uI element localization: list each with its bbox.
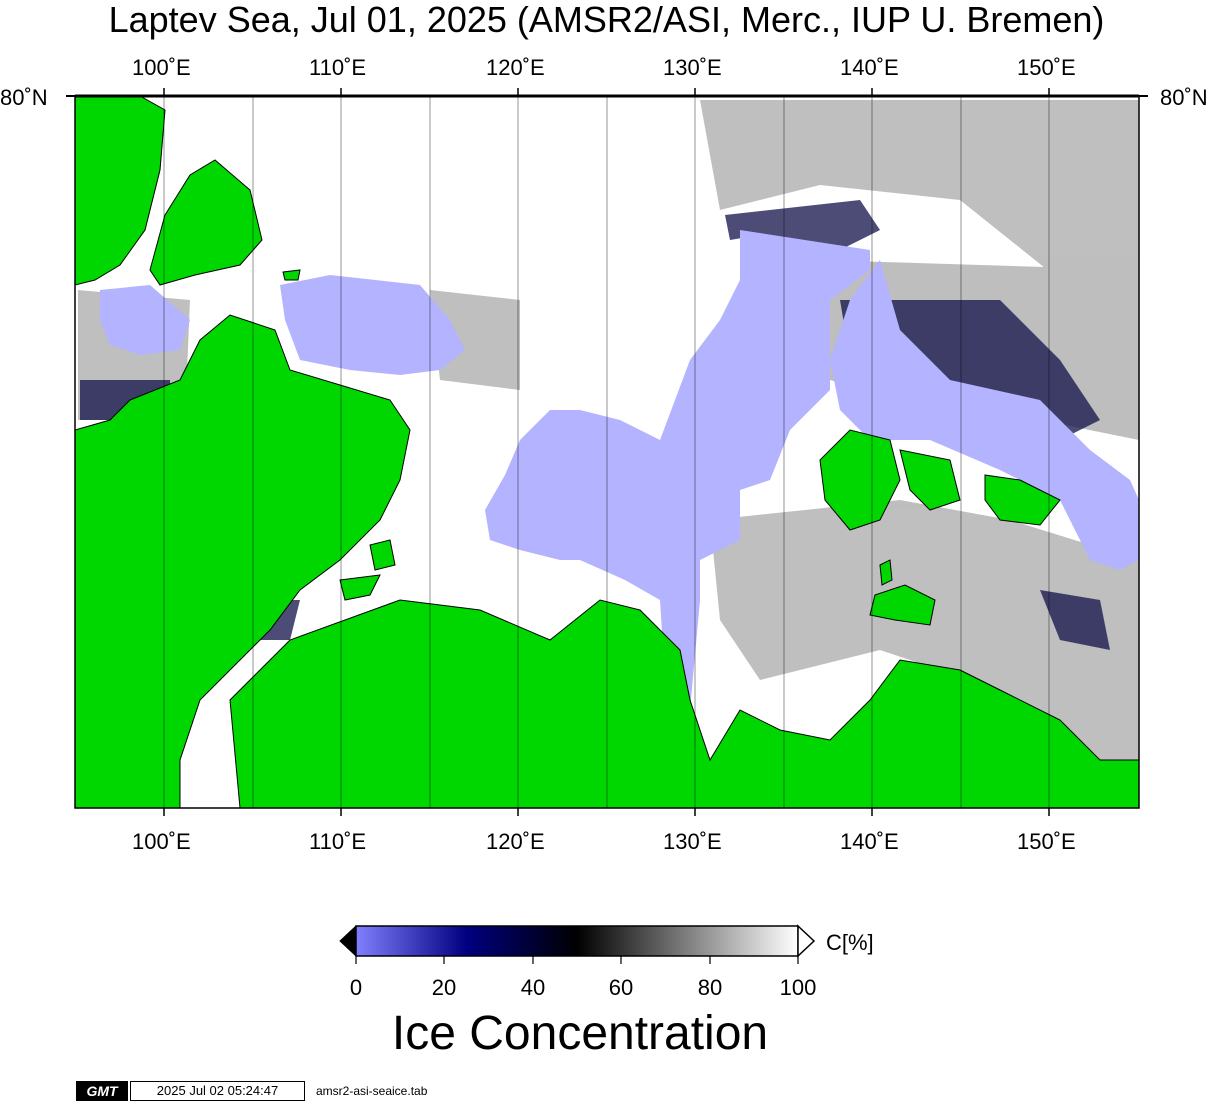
colorbar-ticks xyxy=(355,956,799,964)
colorbar-tick-label: 40 xyxy=(520,975,546,1000)
meridian-lines xyxy=(163,96,1050,808)
lon-ticks-top xyxy=(163,88,1050,96)
lon-ticks-bottom xyxy=(163,808,1050,816)
lon-label-bottom-120: 120˚E xyxy=(486,829,545,854)
lon-label-top-130: 130˚E xyxy=(663,55,722,80)
lon-label-bottom-150: 150˚E xyxy=(1017,829,1076,854)
lon-label-bottom-130: 130˚E xyxy=(663,829,722,854)
colorbar xyxy=(355,925,799,957)
timestamp-stamp: 2025 Jul 02 05:24:47 xyxy=(130,1081,305,1101)
land-masses xyxy=(75,96,1139,808)
lon-label-bottom-110: 110˚E xyxy=(309,829,367,854)
lon-label-top-120: 120˚E xyxy=(486,55,545,80)
colorbar-tick-label: 100 xyxy=(779,975,817,1000)
lat-label-left-80: 80˚N xyxy=(0,85,48,110)
colorbar-unit-label: C[%] xyxy=(826,930,874,955)
lon-label-bottom-100: 100˚E xyxy=(132,829,191,854)
colorbar-tick-label: 20 xyxy=(431,975,457,1000)
lon-label-bottom-140: 140˚E xyxy=(840,829,899,854)
lon-label-top-150: 150˚E xyxy=(1017,55,1076,80)
colorbar-tick-label: 60 xyxy=(608,975,634,1000)
colorbar-tick-label: 80 xyxy=(697,975,723,1000)
colorbar-title: Ice Concentration xyxy=(391,1007,769,1060)
script-name: amsr2-asi-seaice.tab xyxy=(316,1084,428,1098)
lon-label-top-140: 140˚E xyxy=(840,55,899,80)
gmt-logo: GMT xyxy=(76,1081,128,1101)
map-title: Laptev Sea, Jul 01, 2025 (AMSR2/ASI, Mer… xyxy=(108,0,1105,40)
open-water xyxy=(100,230,1139,710)
lon-label-top-110: 110˚E xyxy=(309,55,367,80)
colorbar-high-triangle xyxy=(797,924,816,958)
colorbar-tick-label: 0 xyxy=(349,975,363,1000)
lon-label-top-100: 100˚E xyxy=(132,55,191,80)
colorbar-low-triangle xyxy=(339,924,357,958)
lat-label-right-80: 80˚N xyxy=(1160,85,1208,110)
